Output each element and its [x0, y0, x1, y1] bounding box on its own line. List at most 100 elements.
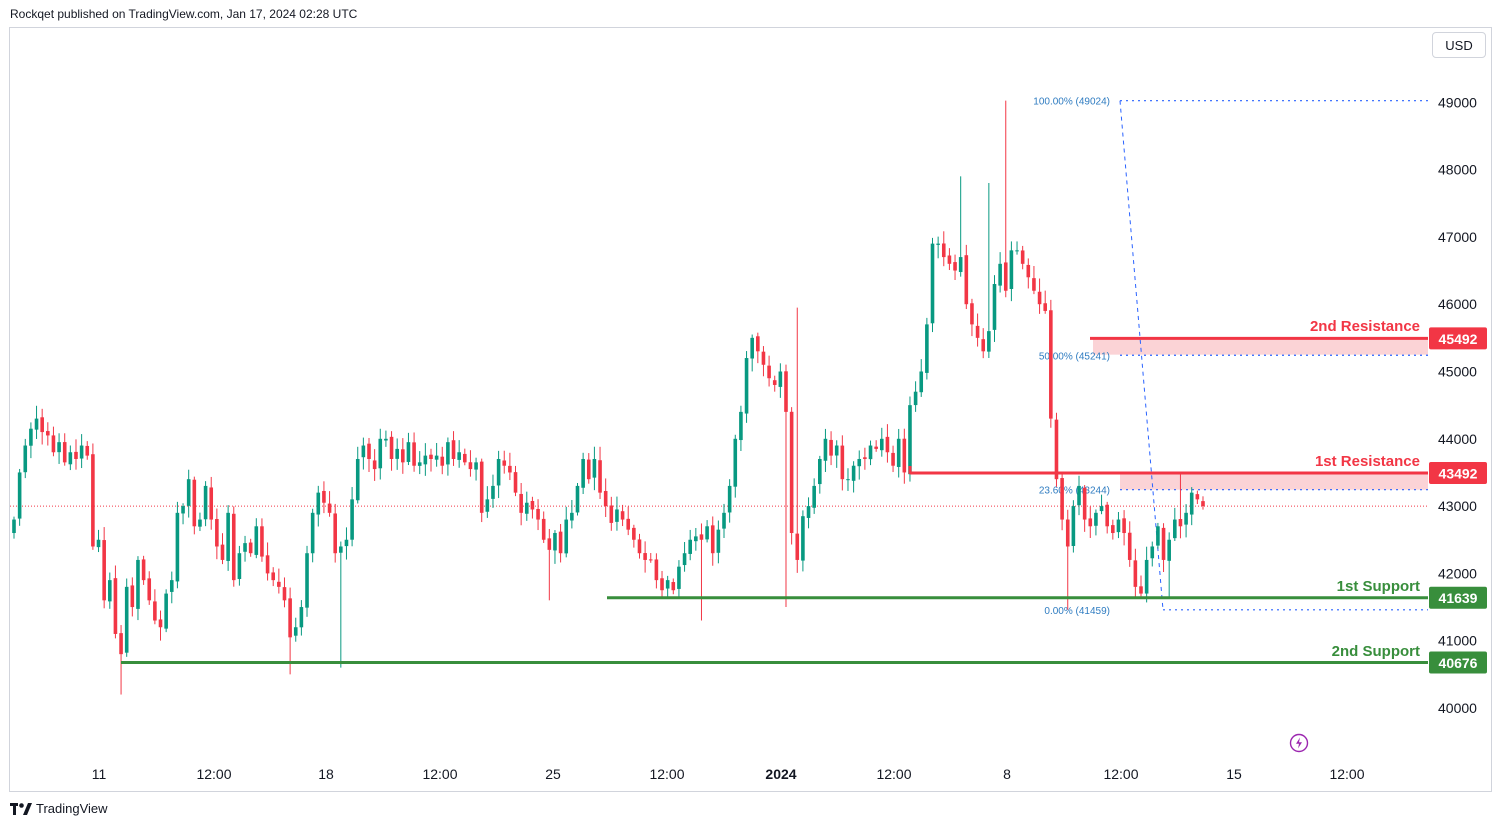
candle-body — [34, 418, 39, 430]
candle-body — [254, 526, 259, 555]
candle-body — [801, 516, 805, 561]
candle-body — [739, 411, 743, 441]
candle-body — [1144, 559, 1149, 594]
candle-body — [586, 459, 591, 480]
candle-body — [74, 451, 78, 459]
fib-level-label: 0.00% (41459) — [1044, 606, 1110, 617]
candle-body — [446, 442, 450, 465]
x-tick-label: 2024 — [765, 766, 796, 782]
candle-body — [12, 519, 16, 534]
resistance-zone-2 — [1093, 338, 1428, 355]
level-price-tag — [1429, 586, 1487, 609]
candle-body — [716, 529, 721, 553]
candle-body — [637, 539, 642, 554]
y-tick-label: 40000 — [1438, 700, 1477, 716]
candle-body — [1184, 512, 1188, 525]
resistance-zones — [1093, 338, 1428, 490]
candle-body — [169, 580, 174, 592]
y-tick-label: 49000 — [1438, 94, 1477, 110]
candle-body — [964, 255, 969, 305]
x-tick-label: 25 — [545, 766, 561, 782]
y-tick-label: 43000 — [1438, 498, 1477, 514]
candle-body — [293, 627, 298, 636]
candle-body — [654, 559, 659, 581]
candle-body — [496, 458, 501, 486]
fibonacci-retracement: 100.00% (49024) 50.00% (45241) 23.60% (432… — [1033, 97, 1428, 617]
lightning-icon[interactable] — [1289, 733, 1309, 758]
candle-body — [1094, 512, 1098, 526]
candle-body — [62, 442, 67, 463]
candle-body — [564, 519, 569, 554]
currency-button[interactable]: USD — [1432, 32, 1486, 58]
candle-body — [220, 544, 225, 560]
candle-body — [868, 445, 873, 460]
fib-level-label: 23.60% (43244) — [1039, 486, 1110, 497]
x-tick-label: 12:00 — [196, 766, 231, 782]
candle-body — [874, 446, 878, 449]
candle-body — [530, 500, 535, 510]
candle-body — [902, 438, 907, 473]
candle-body — [1167, 539, 1171, 561]
candle-body — [1043, 303, 1048, 311]
x-tick-label: 8 — [1003, 766, 1011, 782]
candle-body — [17, 472, 22, 519]
candle-body — [660, 578, 664, 591]
level-name-label: 1st Resistance — [1315, 453, 1420, 470]
candle-body — [231, 513, 236, 581]
candle-body — [265, 555, 270, 574]
candle-body — [406, 442, 411, 462]
candle-body — [96, 539, 101, 548]
x-tick-label: 12:00 — [1103, 766, 1138, 782]
candle-body — [547, 538, 552, 550]
y-tick-label: 41000 — [1438, 633, 1477, 649]
candle-body — [513, 472, 518, 493]
x-tick-label: 15 — [1226, 766, 1242, 782]
candle-body — [1054, 419, 1059, 480]
candle-body — [784, 371, 788, 412]
candle-body — [271, 572, 276, 581]
candle-body — [389, 436, 394, 459]
candle-body — [85, 445, 90, 456]
candle-body — [699, 534, 704, 540]
candle-body — [401, 449, 405, 463]
y-tick-label: 45000 — [1438, 364, 1477, 380]
candle-body — [688, 539, 692, 554]
candle-body — [975, 325, 980, 338]
candle-body — [919, 371, 924, 393]
candle-body — [226, 512, 230, 561]
candle-body — [1049, 310, 1053, 419]
candle-body — [361, 445, 366, 458]
candle-body — [1099, 506, 1104, 512]
candle-body — [1003, 262, 1008, 291]
candle-body — [1088, 518, 1093, 527]
chart-frame — [9, 27, 1492, 792]
candle-body — [40, 417, 44, 433]
candle-body — [987, 331, 991, 352]
candle-body — [941, 243, 946, 258]
candle-body — [863, 457, 867, 459]
candle-body — [570, 512, 574, 521]
candle-body — [423, 455, 428, 465]
y-tick-label: 44000 — [1438, 431, 1477, 447]
candle-body — [575, 485, 580, 513]
candle-body — [992, 284, 997, 330]
tradingview-footer[interactable]: TradingView — [10, 801, 108, 816]
candle-body — [615, 509, 619, 522]
candle-body — [136, 559, 140, 609]
candle-body — [198, 519, 202, 527]
y-tick-label: 47000 — [1438, 229, 1477, 245]
candle-body — [434, 455, 439, 460]
level-name-label: 2nd Support — [1332, 643, 1420, 660]
candle-body — [1127, 532, 1132, 560]
candle-body — [519, 493, 523, 513]
candle-body — [158, 619, 163, 628]
candle-body — [1065, 519, 1070, 547]
y-tick-label: 46000 — [1438, 296, 1477, 312]
candle-body — [620, 511, 625, 520]
candle-body — [761, 351, 766, 365]
candle-body — [1161, 527, 1166, 560]
candle-body — [851, 465, 856, 481]
y-tick-label: 42000 — [1438, 565, 1477, 581]
candle-body — [541, 518, 546, 540]
